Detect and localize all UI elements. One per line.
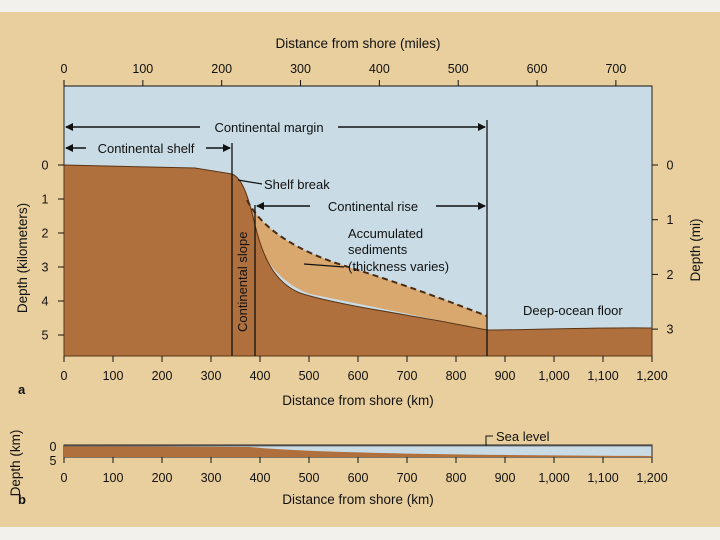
continental-slope-label: Continental slope	[235, 232, 250, 332]
sediment-surface-dashed-line	[246, 199, 488, 317]
panel-a: Continental margin Continental shelf She…	[63, 85, 653, 357]
bottom-axis-a-title: Distance from shore (km)	[282, 393, 434, 408]
continental-rise-label: Continental rise	[328, 199, 418, 214]
left-axis: Depth (kilometers) 0 1 2 3 4 5	[15, 159, 64, 343]
bottom-axis-b-tick-label: 0	[61, 471, 68, 485]
bottom-axis-b-tick-label: 1,100	[587, 471, 618, 485]
panel-b-profile	[64, 446, 652, 457]
panel-b-ytick-0: 0	[50, 440, 57, 454]
deep-ocean-floor-label: Deep-ocean floor	[523, 303, 623, 318]
left-axis-tick-label: 4	[42, 295, 49, 309]
panel-letter-b: b	[18, 492, 26, 507]
sea-level-pointer	[485, 435, 493, 446]
bottom-axis-a-tick-label: 800	[446, 369, 467, 383]
top-axis-tick-label: 500	[448, 62, 469, 76]
sediments-pointer	[303, 263, 345, 268]
top-axis-tick-label: 400	[369, 62, 390, 76]
bottom-axis-b-tick-label: 800	[446, 471, 467, 485]
top-axis: Distance from shore (miles) 0 100 200 300 40…	[61, 36, 652, 87]
bottom-axis-b-tick-label: 1,200	[636, 471, 667, 485]
top-axis-tick-label: 300	[290, 62, 311, 76]
shelf-break-pointer	[237, 179, 263, 185]
bottom-axis-a-tick-label: 100	[103, 369, 124, 383]
sediments-label-line3: (thickness varies)	[348, 259, 449, 274]
bottom-axis-a: Distance from shore (km) 0 100 200 300 400 50…	[61, 356, 668, 408]
shelf-break-label: Shelf break	[264, 177, 330, 192]
left-axis-tick-label: 3	[42, 261, 49, 275]
bottom-axis-b-tick-label: 300	[201, 471, 222, 485]
bottom-axis-b-tick-label: 400	[250, 471, 271, 485]
bottom-axis-b-tick-label: 200	[152, 471, 173, 485]
accumulated-sediments	[247, 200, 487, 330]
bottom-axis-a-tick-label: 1,100	[587, 369, 618, 383]
bottom-axis-a-tick-label: 500	[299, 369, 320, 383]
continental-margin-label: Continental margin	[214, 120, 323, 135]
right-axis-title: Depth (mi)	[688, 218, 703, 281]
top-axis-title: Distance from shore (miles)	[275, 36, 440, 51]
bottom-axis-b-tick-label: 900	[495, 471, 516, 485]
bottom-axis-a-tick-label: 400	[250, 369, 271, 383]
bottom-axis-b-tick-label: 500	[299, 471, 320, 485]
panel-letter-a: a	[18, 382, 26, 397]
left-axis-tick-label: 1	[42, 193, 49, 207]
left-axis-title: Depth (kilometers)	[15, 203, 30, 313]
left-axis-tick-label: 0	[42, 159, 49, 173]
bottom-axis-b-tick-label: 700	[397, 471, 418, 485]
bottom-axis-b-tick-label: 100	[103, 471, 124, 485]
sediments-label-line2: sediments	[348, 242, 408, 257]
bottom-axis-a-tick-label: 1,200	[636, 369, 667, 383]
bottom-axis-a-tick-label: 1,000	[538, 369, 569, 383]
right-axis: Depth (mi) 0 1 2 3	[652, 159, 703, 337]
sea-level-label: Sea level	[496, 429, 550, 444]
top-axis-tick-label: 0	[61, 62, 68, 76]
right-axis-tick-label: 1	[667, 213, 674, 227]
top-axis-tick-label: 200	[211, 62, 232, 76]
bottom-axis-a-tick-label: 0	[61, 369, 68, 383]
bottom-axis-a-tick-label: 600	[348, 369, 369, 383]
panel-b-xlabel: Distance from shore (km)	[282, 492, 434, 507]
bottom-axis-b-tick-label: 600	[348, 471, 369, 485]
right-axis-tick-label: 3	[667, 323, 674, 337]
bottom-axis-a-tick-label: 300	[201, 369, 222, 383]
right-axis-tick-label: 0	[667, 159, 674, 173]
left-axis-tick-label: 2	[42, 227, 49, 241]
ocean-floor-rock	[63, 164, 653, 357]
panel-b-ytick-5: 5	[50, 454, 57, 468]
continental-shelf-label: Continental shelf	[98, 141, 195, 156]
right-axis-tick-label: 2	[667, 268, 674, 282]
bottom-axis-a-tick-label: 200	[152, 369, 173, 383]
sediments-label-line1: Accumulated	[348, 226, 423, 241]
panel-b-ylabel: Depth (km)	[8, 430, 23, 497]
top-axis-tick-label: 100	[132, 62, 153, 76]
top-axis-tick-label: 600	[527, 62, 548, 76]
bottom-axis-a-tick-label: 900	[495, 369, 516, 383]
bottom-axis-a-tick-label: 700	[397, 369, 418, 383]
top-axis-tick-label: 700	[605, 62, 626, 76]
panel-b: Sea level Depth (km) 0 5 0 100 200 300 400 50…	[8, 429, 668, 507]
bottom-axis-b-tick-label: 1,000	[538, 471, 569, 485]
left-axis-tick-label: 5	[42, 329, 49, 343]
